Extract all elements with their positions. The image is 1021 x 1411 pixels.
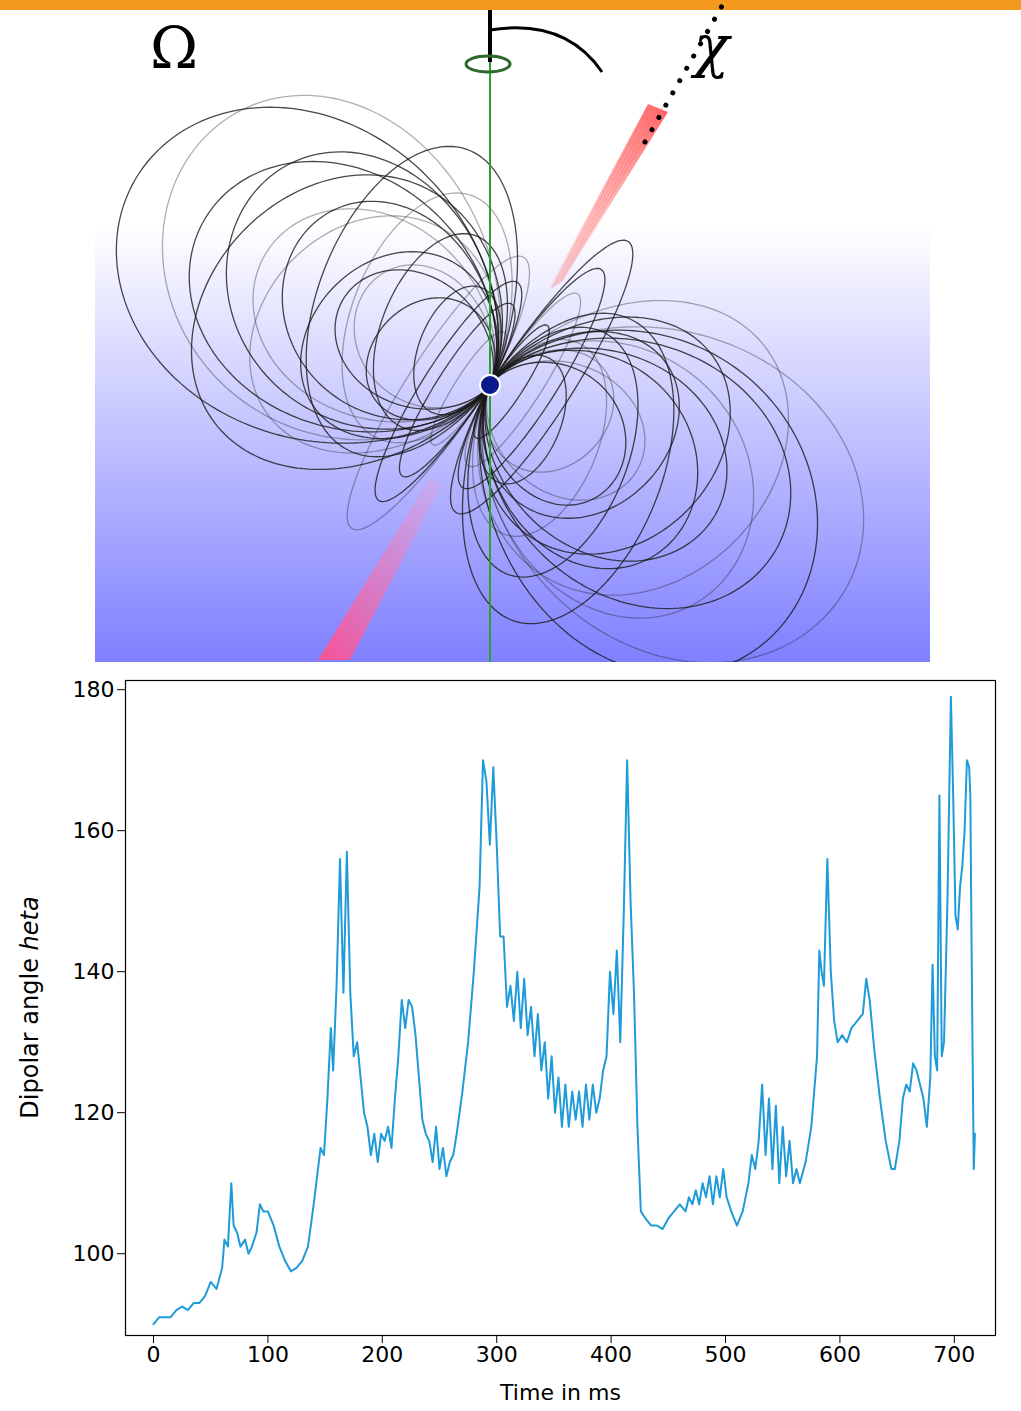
svg-text:100: 100 (247, 1342, 289, 1367)
svg-text:140: 140 (73, 959, 115, 984)
svg-text:400: 400 (590, 1342, 632, 1367)
svg-text:180: 180 (73, 677, 115, 702)
svg-text:Dipolar angle heta: Dipolar angle heta (16, 896, 44, 1118)
svg-text:500: 500 (705, 1342, 747, 1367)
svg-text:600: 600 (819, 1342, 861, 1367)
svg-text:200: 200 (361, 1342, 403, 1367)
svg-text:0: 0 (147, 1342, 161, 1367)
svg-text:χ: χ (690, 12, 732, 80)
svg-text:300: 300 (476, 1342, 518, 1367)
svg-text:700: 700 (933, 1342, 975, 1367)
svg-text:160: 160 (73, 818, 115, 843)
svg-text:Time in ms: Time in ms (499, 1380, 621, 1405)
svg-text:100: 100 (73, 1241, 115, 1266)
svg-text:120: 120 (73, 1100, 115, 1125)
svg-text:Ω: Ω (150, 14, 198, 82)
